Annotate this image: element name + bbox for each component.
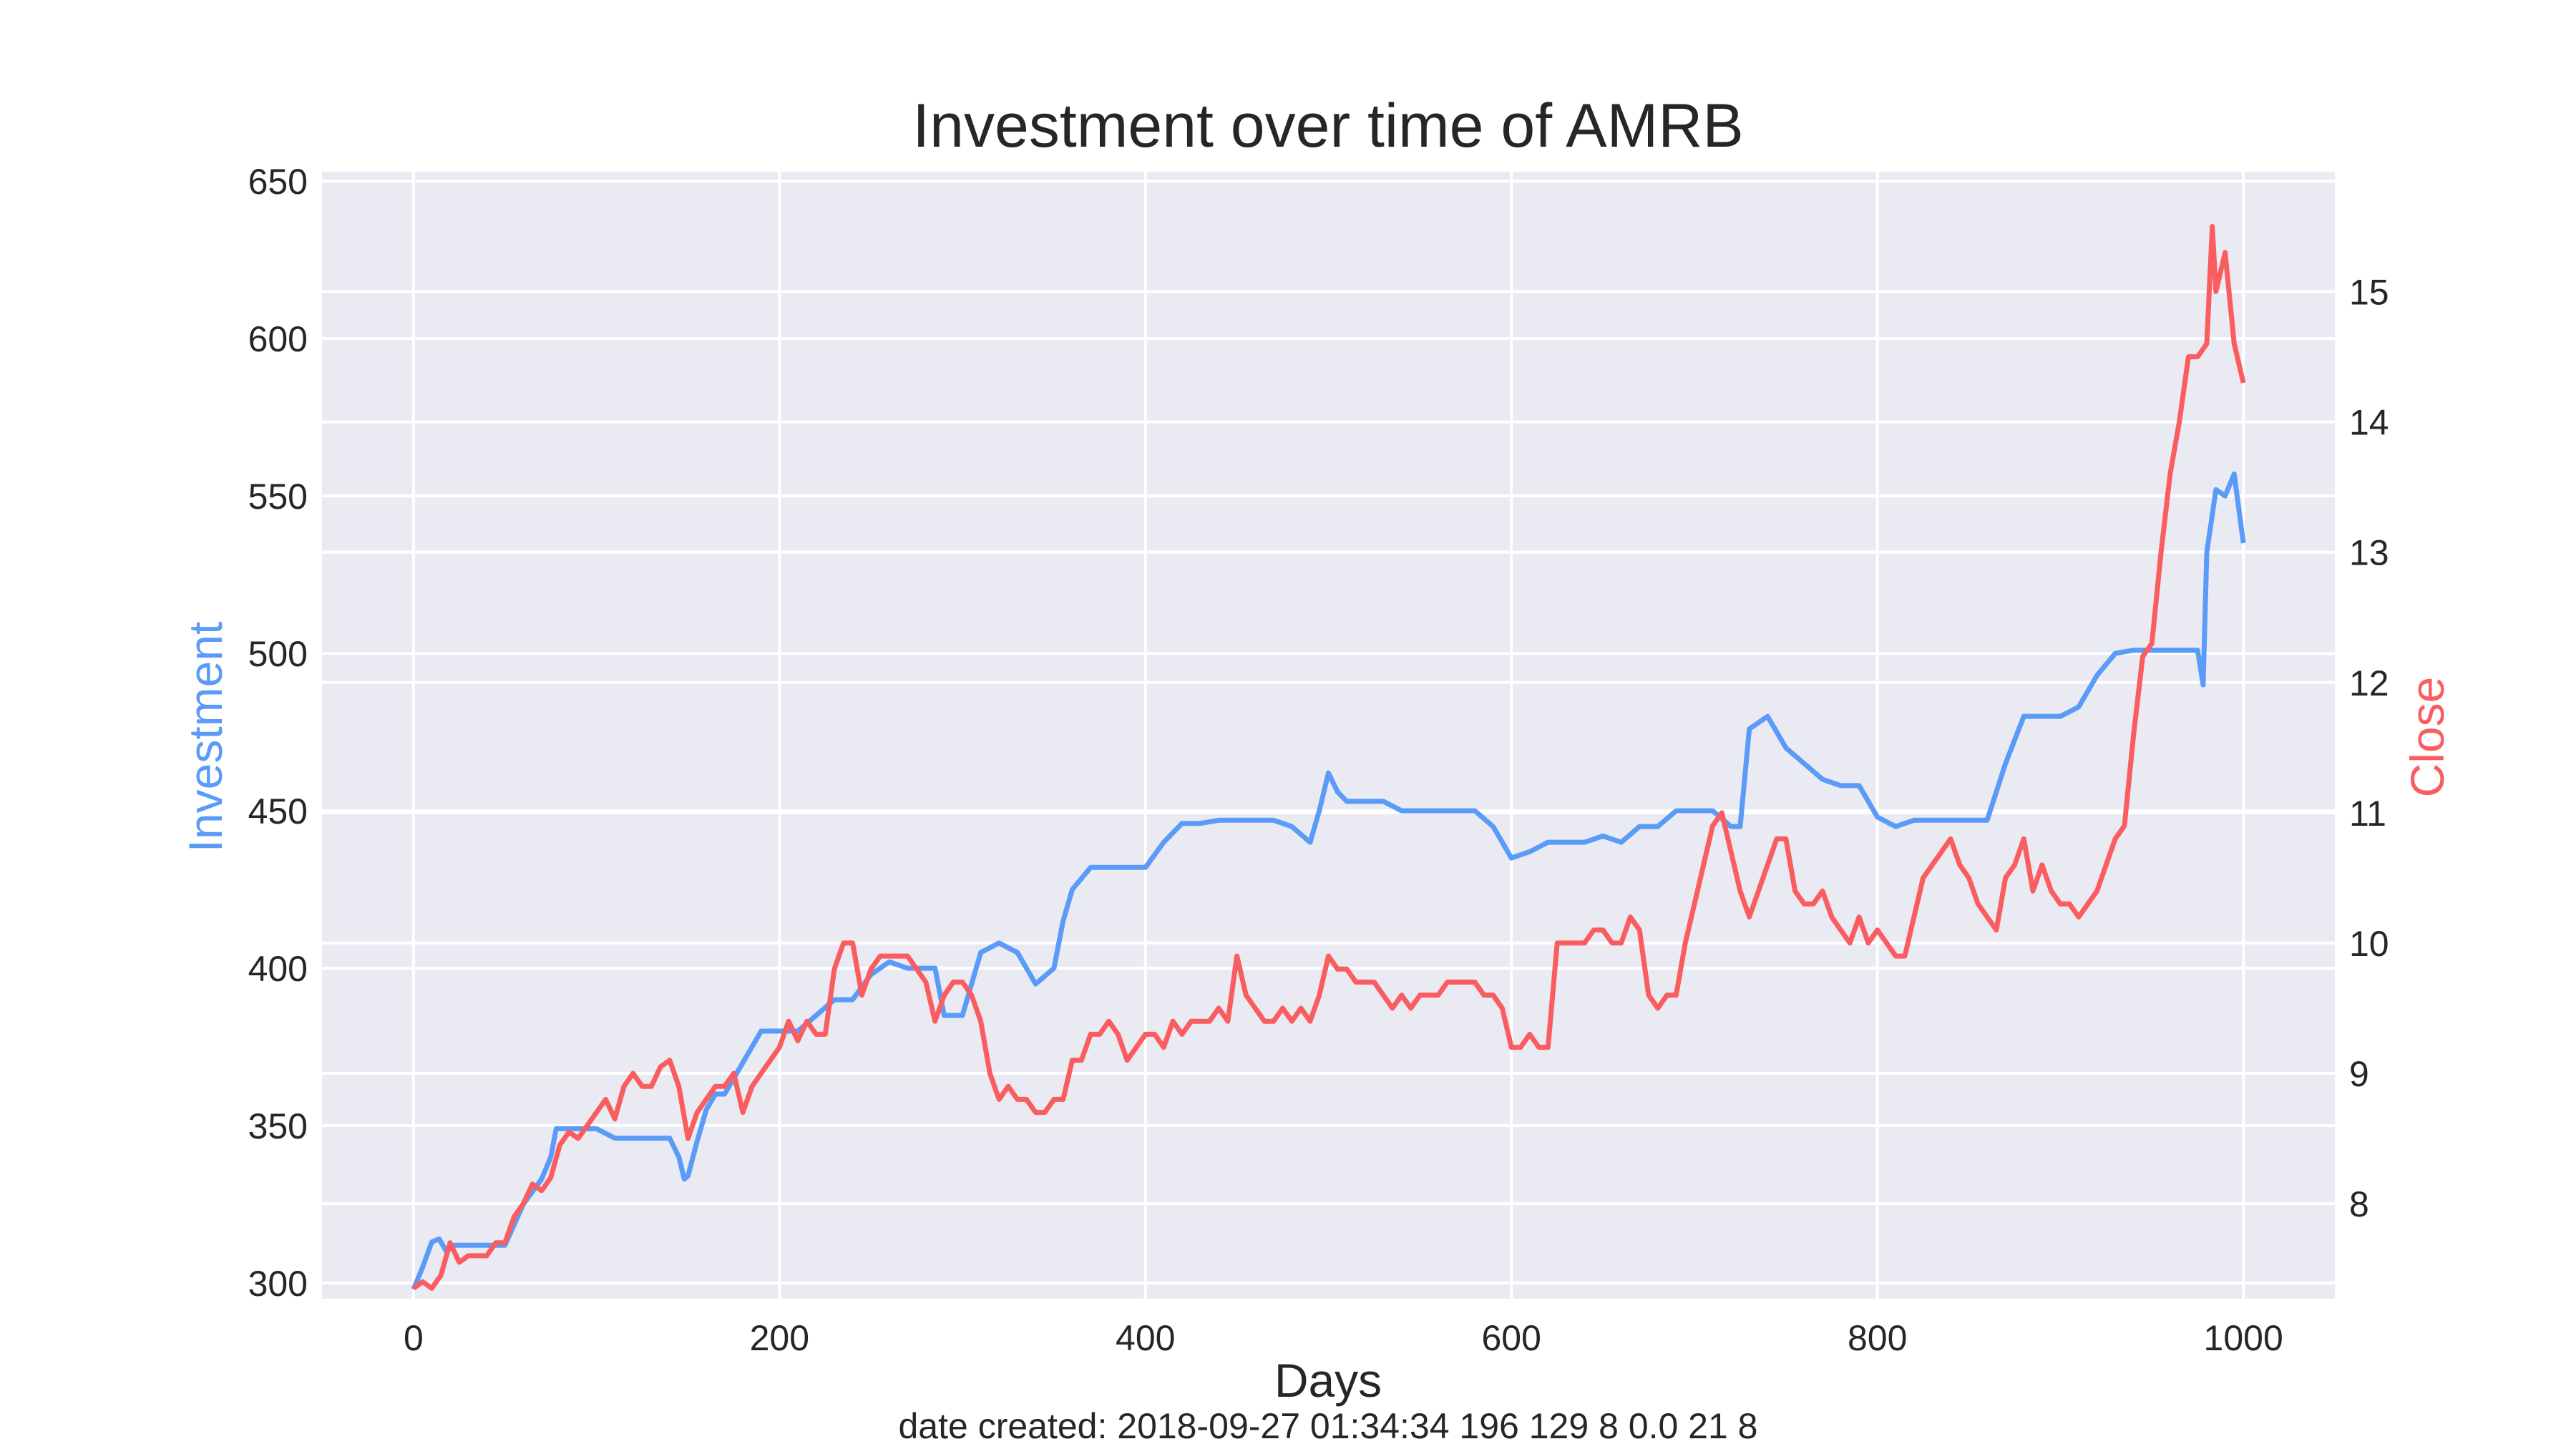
x-tick-label: 800	[1848, 1318, 1907, 1358]
left-y-tick-label: 650	[248, 162, 308, 202]
x-tick-label: 200	[750, 1318, 809, 1358]
left-y-tick-label: 500	[248, 634, 308, 674]
left-y-tick-label: 550	[248, 477, 308, 517]
tick-labels: 0 200 400 600 800 1000 300 350 400 450 500 550 600 65…	[248, 162, 2389, 1358]
chart-title: Investment over time of AMRB	[912, 92, 1743, 160]
x-tick-label: 600	[1482, 1318, 1541, 1358]
x-axis-label: Days	[1274, 1354, 1382, 1407]
left-y-tick-label: 400	[248, 949, 308, 989]
x-tick-label: 400	[1116, 1318, 1175, 1358]
x-tick-label: 0	[404, 1318, 424, 1358]
close-line	[411, 224, 2246, 1291]
right-y-tick-label: 15	[2349, 273, 2389, 313]
plot-background	[322, 172, 2335, 1299]
left-y-tick-label: 300	[248, 1264, 308, 1304]
right-y-tick-label: 10	[2349, 924, 2389, 964]
investment-line	[411, 471, 2246, 1291]
right-y-tick-label: 9	[2349, 1054, 2369, 1094]
left-y-tick-label: 600	[248, 319, 308, 359]
x-tick-label: 1000	[2204, 1318, 2283, 1358]
grid-lines	[322, 172, 2335, 1299]
right-y-tick-label: 12	[2349, 663, 2389, 703]
left-axis-label: Investment	[179, 622, 232, 853]
footer-caption: date created: 2018-09-27 01:34:34 196 12…	[899, 1406, 1758, 1446]
right-axis-label: Close	[2401, 677, 2454, 798]
left-y-tick-label: 350	[248, 1106, 308, 1146]
right-y-tick-label: 14	[2349, 403, 2389, 443]
left-y-tick-label: 450	[248, 791, 308, 831]
right-y-tick-label: 11	[2349, 794, 2386, 834]
right-y-tick-label: 8	[2349, 1184, 2369, 1224]
right-y-tick-label: 13	[2349, 533, 2389, 573]
series-group	[411, 224, 2246, 1291]
